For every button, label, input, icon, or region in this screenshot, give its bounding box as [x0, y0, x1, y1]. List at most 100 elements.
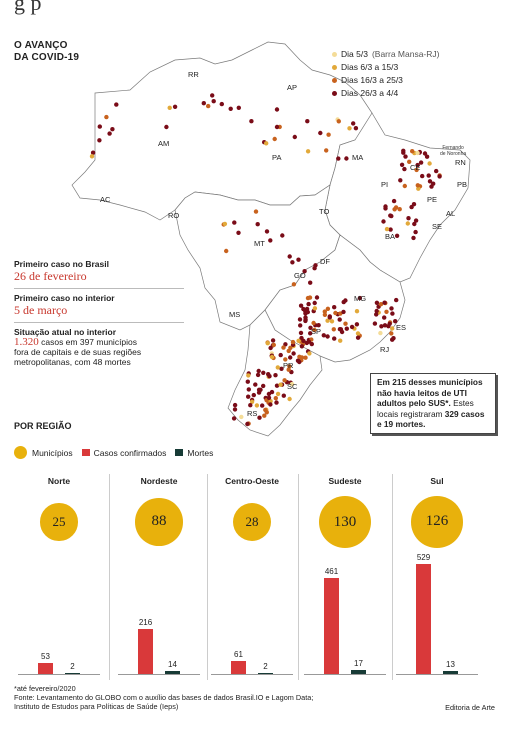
header-fragment: g p: [14, 0, 42, 15]
municipality-dot: [347, 126, 352, 131]
municipality-dot: [222, 221, 228, 227]
legend-dot-4: [332, 91, 337, 96]
municipality-dot: [172, 104, 178, 110]
municipality-dot: [427, 161, 432, 166]
legend-mortes: Mortes: [175, 448, 213, 458]
municipality-dot: [253, 209, 259, 214]
situation-label: Situação atual no interior: [14, 327, 117, 337]
municipality-dot: [422, 151, 428, 156]
casos-bar: [416, 564, 431, 674]
municipality-dot: [353, 126, 359, 131]
municipality-dot: [275, 391, 281, 397]
municipality-dot: [414, 167, 419, 173]
state-label-pe: PE: [427, 195, 437, 204]
municipality-dot: [409, 204, 414, 210]
municipality-dot: [405, 221, 410, 226]
municipality-dot: [355, 335, 361, 340]
municipality-dot: [393, 319, 398, 324]
side-info: Primeiro caso no Brasil 26 de fevereiro …: [14, 259, 184, 367]
state-label-pb: PB: [457, 180, 467, 189]
municipality-dot: [298, 330, 304, 336]
casos-bar: [231, 661, 246, 674]
municipality-dot: [343, 298, 348, 303]
municipality-dot: [333, 310, 338, 316]
municipality-dot: [322, 312, 328, 317]
legend-label-1: Dia 5/3: [341, 49, 368, 59]
first-interior-label: Primeiro caso no interior: [14, 293, 115, 303]
municipality-dot: [307, 351, 312, 356]
municipality-dot: [416, 186, 421, 191]
municipality-dot: [336, 119, 341, 124]
municipality-dot: [268, 399, 273, 404]
municipality-dot: [246, 373, 251, 378]
municipios-value: 28: [245, 513, 259, 529]
municipality-dot: [403, 154, 408, 159]
state-label-am: AM: [158, 139, 169, 148]
state-label-se: SE: [432, 222, 442, 231]
municipality-dot: [206, 103, 211, 109]
legend-label-2: Dias 6/3 a 15/3: [341, 62, 399, 72]
municipality-dot: [299, 344, 305, 349]
municipality-dot: [236, 230, 241, 235]
municipality-dot: [164, 124, 169, 130]
municipality-dot: [324, 148, 329, 153]
municipality-dot: [298, 303, 304, 308]
municipality-dot: [273, 396, 278, 401]
municipios-swatch: [14, 446, 27, 459]
municipality-dot: [410, 149, 415, 154]
municipality-dot: [312, 300, 317, 306]
municipality-dot: [406, 216, 411, 221]
municipality-dot: [253, 382, 258, 387]
municipality-dot: [415, 150, 420, 156]
situation-text-block: 1.320 casos em 397 municípios fora de ca…: [14, 337, 146, 368]
municipality-dot: [322, 309, 327, 314]
municipality-dot: [287, 364, 292, 369]
municipality-dot: [382, 323, 388, 328]
municipality-dot: [343, 321, 348, 326]
municipality-dot: [429, 184, 434, 189]
region-name: Centro-Oeste: [225, 476, 279, 486]
legend-dot-1: [332, 52, 337, 57]
municipality-dot: [269, 354, 275, 360]
municipality-dot: [256, 368, 261, 374]
municipios-circle: 28: [232, 502, 272, 542]
municipality-dot: [349, 324, 355, 330]
state-label-pi: PI: [381, 180, 388, 189]
casos-value: 53: [41, 651, 50, 661]
callout-bold: Em 215 desses municípios não havia leito…: [377, 377, 483, 408]
municipios-value: 126: [425, 513, 449, 530]
state-label-pa: PA: [272, 153, 281, 162]
fernando-label-2: de Noronha: [440, 151, 467, 157]
municipality-dot: [411, 202, 417, 207]
municipality-dot: [228, 106, 233, 112]
municipality-dot: [394, 297, 399, 303]
region-separator: [109, 474, 110, 680]
municipality-dot: [263, 407, 268, 413]
municipality-dot: [265, 341, 270, 346]
municipality-dot: [341, 309, 346, 315]
callout-text: Estes locais registraram: [377, 398, 474, 419]
municipality-dot: [291, 282, 297, 287]
municipios-circle: 130: [319, 496, 371, 548]
municipality-dot: [232, 402, 238, 408]
casos-bar: [38, 662, 53, 674]
municipality-dot: [211, 99, 216, 104]
state-label-go: GO: [294, 271, 306, 280]
baseline: [18, 674, 100, 675]
callout-bold-tail: 329 casos e 19 mortes.: [377, 408, 485, 430]
municipality-dot: [402, 183, 407, 189]
municipality-dot: [420, 173, 425, 179]
municipality-dot: [232, 407, 238, 412]
municipality-dot: [266, 391, 272, 397]
map-title-line2: DA COVID-19: [14, 52, 80, 63]
municipality-dot: [264, 141, 269, 146]
casos-value: 461: [324, 567, 339, 577]
municipality-dot: [303, 317, 308, 322]
region-nordeste: Nordeste 88 216 14: [114, 476, 204, 678]
bars-legend: Municípios Casos confirmados Mortes: [14, 446, 222, 459]
municipality-dot: [378, 330, 383, 336]
municipality-dot: [354, 309, 360, 314]
municipality-dot: [337, 327, 343, 332]
municipality-dot: [287, 396, 292, 402]
municipality-dot: [256, 390, 262, 395]
